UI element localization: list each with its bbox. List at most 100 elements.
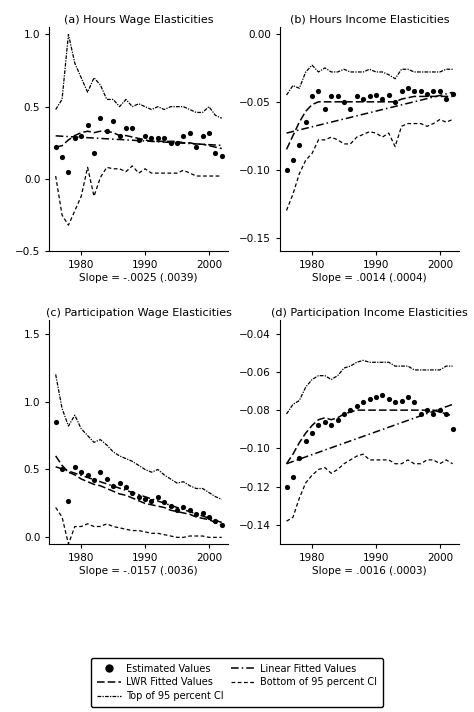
Point	[218, 150, 226, 162]
Point	[366, 393, 374, 404]
Point	[97, 466, 104, 478]
Point	[211, 515, 219, 527]
Point	[302, 117, 310, 128]
Title: (c) Participation Wage Elasticities: (c) Participation Wage Elasticities	[46, 308, 232, 318]
Point	[128, 487, 136, 498]
Point	[58, 464, 66, 475]
Point	[52, 417, 59, 428]
Point	[97, 112, 104, 124]
Point	[392, 96, 399, 108]
Point	[90, 147, 98, 159]
Point	[71, 132, 79, 144]
Point	[64, 495, 72, 506]
Point	[109, 115, 117, 127]
Point	[315, 420, 322, 431]
Point	[404, 83, 412, 94]
Point	[417, 408, 424, 419]
Point	[436, 404, 444, 416]
Point	[353, 401, 361, 412]
X-axis label: Slope = .0014 (.0004): Slope = .0014 (.0004)	[312, 273, 427, 283]
Point	[64, 166, 72, 177]
Point	[340, 408, 348, 419]
Point	[116, 477, 123, 488]
Point	[154, 491, 162, 503]
Point	[398, 85, 405, 97]
Point	[379, 389, 386, 401]
Point	[84, 120, 91, 131]
Point	[71, 461, 79, 473]
Point	[77, 130, 85, 141]
Point	[315, 85, 322, 97]
Point	[321, 416, 328, 427]
Point	[442, 93, 450, 105]
Title: (a) Hours Wage Elasticities: (a) Hours Wage Elasticities	[64, 15, 213, 25]
Point	[359, 397, 367, 408]
Point	[328, 420, 335, 431]
Point	[436, 85, 444, 97]
Point	[442, 408, 450, 419]
Point	[289, 155, 297, 166]
Point	[52, 142, 59, 153]
Point	[392, 397, 399, 408]
Point	[135, 134, 143, 145]
Point	[128, 122, 136, 134]
Point	[161, 132, 168, 144]
Point	[379, 93, 386, 105]
Point	[321, 103, 328, 115]
Point	[449, 88, 456, 100]
Point	[109, 480, 117, 491]
Point	[192, 142, 200, 153]
Point	[366, 90, 374, 102]
Point	[283, 481, 291, 493]
Point	[308, 427, 316, 439]
Point	[410, 85, 418, 97]
Point	[103, 473, 110, 485]
Point	[199, 130, 206, 141]
Point	[417, 85, 424, 97]
Point	[173, 505, 181, 516]
Point	[372, 89, 380, 100]
Point	[122, 122, 130, 134]
Point	[334, 90, 341, 102]
Point	[199, 507, 206, 518]
Point	[328, 90, 335, 102]
Point	[340, 96, 348, 108]
Point	[77, 466, 85, 478]
Point	[423, 404, 431, 416]
Point	[385, 89, 392, 100]
Point	[103, 125, 110, 137]
Point	[84, 469, 91, 481]
Legend: Estimated Values, LWR Fitted Values, Top of 95 percent CI, Linear Fitted Values,: Estimated Values, LWR Fitted Values, Top…	[91, 658, 383, 707]
Point	[167, 501, 174, 512]
Point	[398, 395, 405, 407]
Point	[161, 496, 168, 508]
Point	[211, 147, 219, 159]
Point	[449, 424, 456, 435]
Point	[334, 414, 341, 425]
Point	[116, 130, 123, 141]
Point	[180, 130, 187, 141]
Point	[302, 435, 310, 446]
X-axis label: Slope = -.0025 (.0039): Slope = -.0025 (.0039)	[80, 273, 198, 283]
Point	[180, 502, 187, 513]
Point	[295, 140, 303, 151]
Point	[372, 391, 380, 402]
Point	[148, 495, 155, 506]
Point	[148, 132, 155, 144]
Point	[283, 164, 291, 175]
X-axis label: Slope = .0016 (.0003): Slope = .0016 (.0003)	[312, 566, 427, 576]
Point	[205, 511, 213, 523]
Point	[205, 127, 213, 138]
Point	[90, 475, 98, 486]
Title: (d) Participation Income Elasticities: (d) Participation Income Elasticities	[271, 308, 468, 318]
Point	[122, 481, 130, 493]
Point	[295, 452, 303, 464]
Point	[141, 130, 149, 141]
Point	[186, 505, 193, 516]
Point	[289, 471, 297, 483]
Point	[423, 88, 431, 100]
Point	[192, 508, 200, 520]
Point	[167, 137, 174, 149]
Point	[141, 493, 149, 505]
Point	[404, 391, 412, 402]
